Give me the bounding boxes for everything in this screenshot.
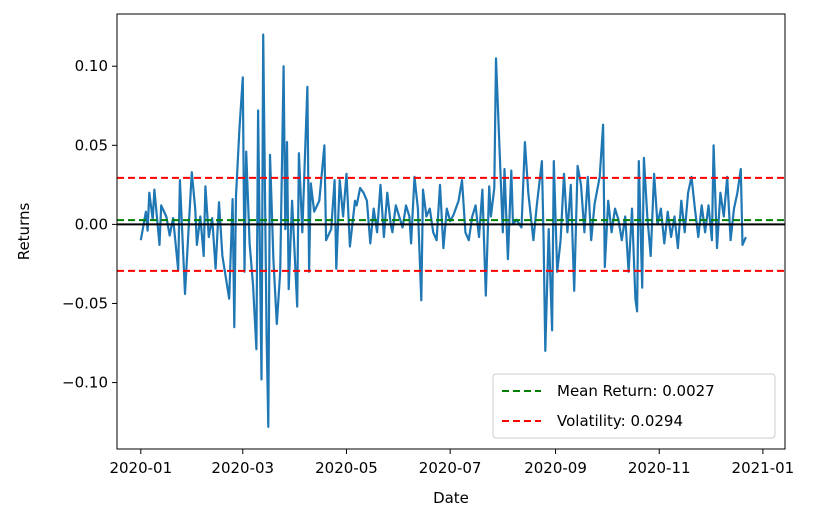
x-tick-label: 2020-07	[419, 459, 482, 477]
legend-box	[492, 373, 776, 439]
x-tick-label: 2020-05	[315, 459, 378, 477]
y-tick-label: −0.05	[62, 294, 108, 312]
plot-area	[117, 33, 785, 428]
x-axis-label: Date	[433, 489, 469, 507]
x-tick-label: 2020-09	[524, 459, 587, 477]
y-tick-label: 0.00	[75, 215, 108, 233]
y-tick-label: 0.05	[75, 136, 108, 154]
legend: Mean Return: 0.0027 Volatility: 0.0294	[492, 373, 776, 439]
x-tick-label: 2020-03	[211, 459, 274, 477]
x-tick-label: 2020-01	[109, 459, 172, 477]
x-tick-label: 2021-01	[732, 459, 795, 477]
y-tick-label: 0.10	[75, 57, 108, 75]
legend-entry: Volatility: 0.0294	[557, 412, 683, 430]
x-tick-label: 2020-11	[628, 459, 691, 477]
legend-entry: Mean Return: 0.0027	[557, 382, 715, 400]
axes: 2020-01 2020-03 2020-05 2020-07 2020-09 2020-…	[15, 13, 795, 507]
y-axis-label: Returns	[15, 203, 33, 261]
returns-series-line	[139, 33, 747, 428]
plot-frame	[116, 13, 786, 450]
y-tick-label: −0.10	[62, 374, 108, 392]
